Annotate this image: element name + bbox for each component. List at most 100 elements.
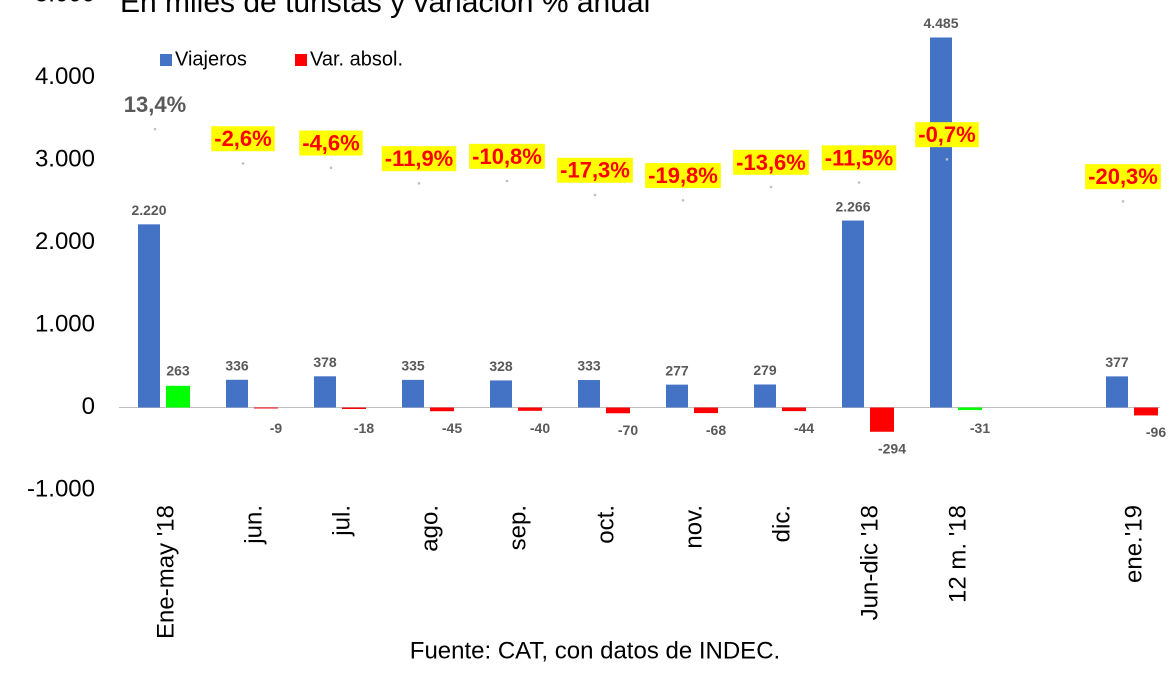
y-tick-label: 2.000 [35,228,95,255]
pct-label: -2,6% [211,126,275,152]
value-label: -68 [706,422,726,438]
value-label: -44 [794,420,814,436]
value-label: 328 [489,358,513,374]
pct-label: -11,9% [381,146,457,172]
value-label: -18 [354,420,374,436]
pct-label: -13,6% [733,149,809,175]
x-tick-label: jul. [328,505,355,537]
bar [254,407,278,409]
legend-label: Var. absol. [310,48,403,70]
value-label: 263 [166,363,190,379]
value-label: 377 [1105,354,1129,370]
pct-label-text: -10,8% [472,144,542,169]
y-tick-label: 4.000 [35,63,95,90]
bar [578,380,600,408]
value-label: -294 [878,440,906,456]
bar [754,384,776,408]
bar [138,224,160,408]
point [153,127,157,131]
point [593,193,597,197]
value-label: -9 [270,420,283,436]
bar [606,407,630,414]
bar [870,407,894,432]
point [769,185,773,189]
bar [1106,376,1128,408]
x-tick-label: oct. [592,505,619,544]
bar [490,380,512,408]
point [505,179,509,183]
label-highlight [557,157,633,183]
bar [226,379,248,408]
y-tick-label: 1.000 [35,310,95,337]
y-tick-label: 3.000 [35,145,95,172]
label-highlight [821,145,897,171]
pct-label-text: -13,6% [736,150,806,175]
legend-swatch [160,54,172,66]
value-label: 336 [225,357,249,373]
point [945,158,949,161]
pct-label: -17,3% [557,157,633,183]
label-highlight [733,149,809,175]
value-label: -70 [618,422,638,438]
y-tick-label: 5.000 [35,0,95,7]
value-label: 335 [401,358,425,374]
chart-title: En miles de turistas y variación % anual [120,0,650,19]
value-label: -45 [442,420,462,436]
label-highlight [211,126,275,152]
value-label: 2.220 [131,202,166,218]
x-tick-label: dic. [768,505,795,542]
bar [958,407,982,411]
point [681,198,685,202]
bar [694,407,718,414]
pct-label: -19,8% [645,163,721,189]
label-highlight [299,130,363,156]
legend-label: Viajeros [175,48,247,70]
pct-label-text: 13,4% [124,92,186,117]
x-tick-label: ene.'19 [1120,505,1147,583]
bar [402,379,424,408]
label-highlight [381,146,457,172]
point [857,181,861,184]
pct-label: 13,4% [124,92,186,117]
label-highlight [915,122,979,148]
bar [930,37,952,408]
label-highlight [645,163,721,189]
value-label: 4.485 [923,15,958,31]
x-tick-label: Jun-dic '18 [856,505,883,620]
bar [782,407,806,412]
pct-label-text: -4,6% [302,131,359,156]
bar [314,376,336,408]
bar [518,407,542,411]
point [417,182,421,185]
value-label: -31 [970,420,990,436]
pct-label: -11,5% [821,145,897,171]
pct-label-text: -11,5% [825,145,894,170]
value-label: 2.266 [835,198,870,214]
y-tick-label: 0 [82,393,95,420]
x-tick-label: jun. [240,505,267,545]
value-label: 279 [753,362,777,378]
point [241,162,245,165]
x-tick-label: nov. [680,505,707,549]
x-tick-label: Ene-may '18 [152,505,179,639]
x-tick-label: ago. [416,505,443,552]
pct-label-text: -17,3% [560,158,630,183]
pct-label: -0,7% [915,122,979,148]
pct-label: -10,8% [469,143,545,169]
pct-label-text: -2,6% [214,126,271,151]
label-highlight [469,143,545,169]
pct-label-text: -20,3% [1088,164,1158,189]
bar [1134,407,1158,416]
bar [842,220,864,408]
x-tick-label: sep. [504,505,531,550]
value-label: 378 [313,354,337,370]
legend-swatch [295,54,307,66]
pct-label-text: -0,7% [918,122,975,147]
point [329,166,333,170]
bar [342,407,366,409]
value-label: -96 [1146,424,1166,440]
source: Fuente: CAT, con datos de INDEC. [410,637,780,664]
point [1121,200,1125,203]
x-tick-label: 12 m. '18 [944,505,971,603]
